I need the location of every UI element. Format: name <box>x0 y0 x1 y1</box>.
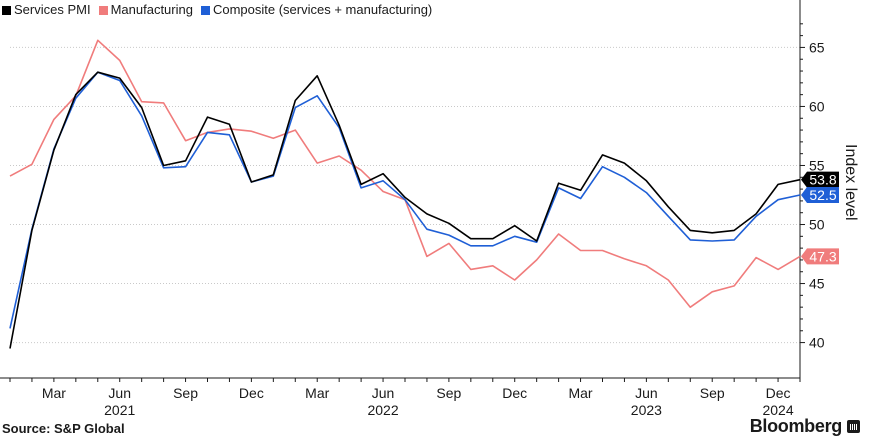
x-tick-label: Jun <box>108 385 131 401</box>
source-note: Source: S&P Global <box>2 421 125 436</box>
end-labels: 53.852.5 47.3 <box>801 171 839 265</box>
end-label-tag <box>801 187 839 203</box>
x-tick-label: Sep <box>436 385 461 401</box>
x-year-label: 2022 <box>367 402 398 418</box>
y-tick-label: 65 <box>809 39 825 55</box>
brand-logo: Bloomberg <box>750 416 860 437</box>
y-axis-label: Index level <box>842 144 859 221</box>
end-label-tag <box>801 171 839 188</box>
legend-item-composite: Composite (services + manufacturing) <box>200 1 433 19</box>
series-line-services <box>9 71 801 349</box>
end-label-value: 47.3 <box>809 248 836 264</box>
x-year-label: 2023 <box>631 402 662 418</box>
legend-label-services: Services PMI <box>14 2 91 17</box>
terminal-icon <box>847 420 860 433</box>
grid-lines <box>10 46 800 344</box>
x-tick-label: Mar <box>42 385 66 401</box>
series-line-manufacturing <box>9 39 801 309</box>
x-tick-label: Mar <box>305 385 329 401</box>
x-tick-label: Dec <box>239 385 264 401</box>
y-tick-label: 40 <box>809 335 825 351</box>
x-tick-label: Dec <box>502 385 527 401</box>
end-label-value: 53.8 <box>809 172 836 188</box>
x-tick-label: Jun <box>635 385 658 401</box>
x-tick-label: Sep <box>700 385 725 401</box>
legend: Services PMI Manufacturing Composite (se… <box>2 1 432 19</box>
x-year-label: 2021 <box>104 402 135 418</box>
legend-item-manufacturing: Manufacturing <box>98 1 193 19</box>
brand-name: Bloomberg <box>749 416 843 436</box>
y-tick-label: 55 <box>809 157 825 173</box>
y-tick-label: 45 <box>809 276 825 292</box>
series-lines <box>9 39 801 349</box>
end-label-tag <box>801 248 839 265</box>
legend-label-composite: Composite (services + manufacturing) <box>212 2 433 17</box>
composite-swatch-icon <box>200 5 210 15</box>
x-tick-label: Jun <box>372 385 395 401</box>
series-line-composite <box>9 71 801 329</box>
services-swatch-icon <box>2 5 11 15</box>
x-year-label: 2024 <box>762 402 793 418</box>
y-tick-label: 50 <box>809 217 825 233</box>
legend-item-services: Services PMI <box>2 1 91 19</box>
x-tick-label: Sep <box>173 385 198 401</box>
x-tick-label: Dec <box>766 385 791 401</box>
y-tick-label: 60 <box>809 98 825 114</box>
end-label-value: 52.5 <box>809 187 836 203</box>
legend-label-manufacturing: Manufacturing <box>110 2 193 17</box>
x-tick-label: Mar <box>568 385 592 401</box>
manufacturing-swatch-icon <box>98 5 108 15</box>
